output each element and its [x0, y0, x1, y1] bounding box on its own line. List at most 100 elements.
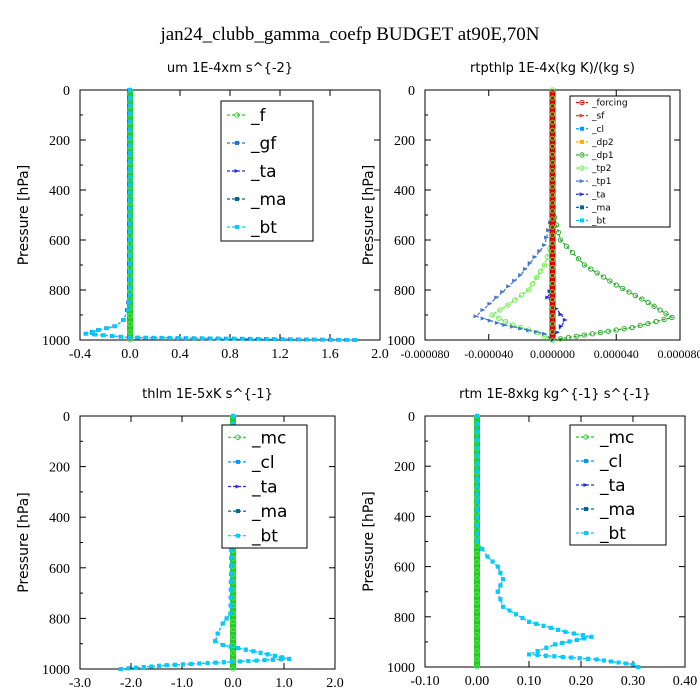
data-point — [601, 658, 606, 663]
legend-marker — [236, 509, 240, 514]
data-point — [549, 95, 556, 101]
data-point — [128, 111, 132, 116]
panel-title: um 1E-4xm s^{-2} — [167, 61, 293, 76]
data-point — [639, 296, 645, 302]
data-point — [474, 664, 480, 670]
data-point — [230, 650, 236, 656]
data-point — [487, 318, 493, 323]
data-point — [549, 224, 556, 230]
legend-label: _ta — [250, 162, 277, 182]
data-point — [128, 151, 132, 156]
data-point — [632, 292, 639, 299]
data-point — [549, 329, 556, 335]
data-point — [172, 662, 177, 667]
data-point — [527, 261, 533, 265]
legend-marker — [579, 152, 585, 158]
series-line-tp2 — [490, 239, 554, 341]
data-point — [535, 653, 540, 658]
data-point — [128, 143, 132, 148]
data-point — [549, 167, 556, 174]
data-point — [475, 531, 479, 536]
panel-title: rtpthlp 1E-4x(kg K)/(kg s) — [470, 61, 635, 76]
data-point — [228, 571, 233, 576]
data-point — [537, 249, 543, 253]
data-point — [552, 654, 557, 659]
data-point — [661, 316, 667, 323]
data-point — [544, 254, 550, 260]
data-point — [128, 158, 132, 163]
y-axis-label: Pressure [hPa] — [361, 165, 377, 265]
data-point — [549, 143, 556, 150]
data-point — [128, 237, 132, 242]
data-point — [128, 127, 132, 132]
data-point — [495, 589, 500, 594]
data-point — [236, 646, 241, 651]
data-point — [549, 159, 556, 166]
data-point — [288, 337, 293, 342]
data-point — [607, 278, 613, 284]
series-line-tp1 — [474, 214, 554, 341]
data-point — [549, 111, 556, 117]
data-point — [164, 663, 169, 668]
data-point — [287, 656, 292, 661]
data-point — [502, 323, 508, 327]
data-point — [573, 333, 580, 339]
data-point — [230, 634, 236, 641]
y-tick-label: 0 — [63, 84, 70, 99]
legend-marker — [235, 197, 239, 201]
data-point — [475, 476, 479, 481]
data-point — [475, 492, 479, 497]
data-point — [657, 307, 663, 313]
x-tick-label: 1.0 — [275, 676, 293, 691]
data-point — [549, 151, 556, 158]
data-point — [128, 214, 132, 219]
data-point — [549, 208, 556, 214]
data-point — [272, 653, 277, 658]
data-point — [586, 656, 591, 661]
y-tick-label: 200 — [49, 134, 70, 149]
data-point — [637, 322, 643, 329]
data-point — [104, 326, 109, 331]
data-point — [144, 335, 149, 340]
data-point — [254, 658, 259, 663]
data-point — [549, 184, 556, 190]
x-tick-label: 0.4 — [171, 347, 189, 362]
data-point — [498, 597, 503, 602]
legend: _forcing _sf _cl _dp2 _dp1 _tp2 _tp1 _ta _ma _bt — [569, 95, 671, 228]
data-point — [541, 623, 546, 628]
data-point — [549, 119, 556, 125]
data-point — [251, 649, 256, 654]
data-point — [229, 556, 234, 561]
data-point — [609, 659, 614, 664]
data-point — [192, 336, 197, 341]
data-point — [563, 243, 570, 249]
data-point — [485, 554, 490, 559]
data-point — [128, 95, 132, 100]
data-point — [567, 639, 572, 644]
data-point — [529, 281, 536, 287]
x-tick-label: 0.30 — [621, 674, 646, 689]
y-tick-label: 0 — [408, 410, 415, 425]
data-point — [474, 623, 480, 630]
panel-title: rtm 1E-8xkg kg^{-1} s^{-1} — [459, 387, 651, 402]
legend-marker — [580, 126, 584, 131]
data-point — [128, 103, 132, 108]
legend-label: _tp2 — [591, 164, 611, 174]
data-point — [549, 321, 556, 327]
data-point — [113, 324, 117, 329]
data-point — [651, 303, 657, 309]
panel-1: um 1E-4xm s^{-2} 0 200 400 600 800 1000-0.4 0.0… — [16, 61, 389, 362]
data-point — [475, 523, 479, 528]
data-point — [497, 307, 503, 313]
data-point — [542, 331, 548, 336]
data-point — [645, 299, 651, 306]
legend-marker — [579, 179, 585, 184]
legend-box — [569, 95, 671, 228]
x-tick-label: 0.20 — [569, 674, 594, 689]
legend-label: _ma — [599, 500, 635, 520]
y-tick-label: 400 — [394, 184, 415, 199]
data-point — [494, 295, 500, 300]
y-tick-label: 800 — [49, 284, 70, 299]
y-tick-label: 800 — [394, 284, 415, 299]
legend-label: _f — [250, 106, 267, 126]
